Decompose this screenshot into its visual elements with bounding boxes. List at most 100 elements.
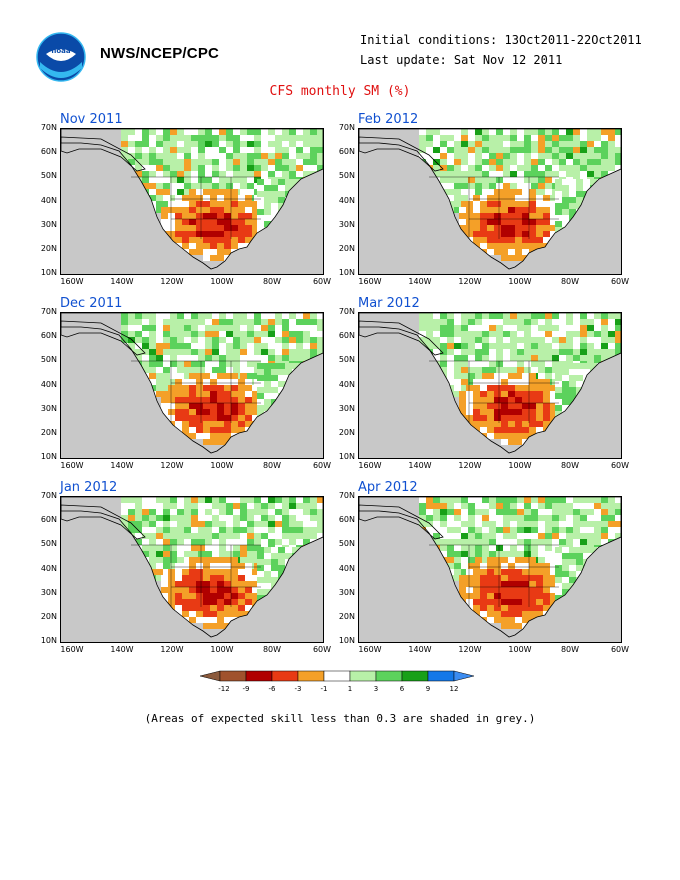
lon-tick-label: 60W bbox=[610, 277, 630, 286]
lon-tick-label: 60W bbox=[610, 645, 630, 654]
soil-moisture-map bbox=[60, 312, 324, 459]
lat-tick-label: 70N bbox=[338, 491, 355, 500]
legend-arrow-right bbox=[453, 670, 475, 682]
panel-title: Mar 2012 bbox=[358, 296, 420, 311]
lon-tick-label: 80W bbox=[560, 461, 580, 470]
legend-arrow-left bbox=[199, 670, 221, 682]
lat-tick-label: 30N bbox=[338, 219, 355, 229]
panel-title: Apr 2012 bbox=[358, 480, 418, 495]
legend-label: -1 bbox=[321, 685, 328, 693]
lat-tick-label: 60N bbox=[40, 515, 57, 525]
panel-title: Nov 2011 bbox=[60, 112, 123, 127]
lat-tick-label: 60N bbox=[338, 147, 355, 157]
lat-tick-label: 20N bbox=[40, 243, 57, 253]
soil-moisture-map bbox=[358, 496, 622, 643]
lon-tick-label: 140W bbox=[110, 461, 134, 470]
legend-swatch bbox=[349, 670, 377, 682]
lat-tick-label: 10N bbox=[338, 268, 355, 277]
lat-tick-label: 60N bbox=[40, 331, 57, 341]
lon-tick-label: 140W bbox=[408, 645, 432, 654]
lat-tick-label: 30N bbox=[40, 587, 57, 597]
lon-tick-label: 100W bbox=[508, 645, 532, 654]
org-name: NWS/NCEP/CPC bbox=[100, 45, 220, 62]
lat-tick-label: 10N bbox=[338, 452, 355, 461]
legend-swatch bbox=[245, 670, 273, 682]
legend-label: -6 bbox=[269, 685, 277, 693]
lon-tick-label: 60W bbox=[312, 461, 332, 470]
lon-tick-label: 160W bbox=[60, 645, 84, 654]
legend-swatch bbox=[271, 670, 299, 682]
lon-tick-label: 100W bbox=[210, 277, 234, 286]
soil-moisture-map bbox=[60, 496, 324, 643]
lat-tick-label: 20N bbox=[338, 243, 355, 253]
page-title: CFS monthly SM (%) bbox=[269, 84, 411, 99]
legend-swatch bbox=[427, 670, 455, 682]
lon-tick-label: 100W bbox=[210, 645, 234, 654]
lon-tick-label: 80W bbox=[560, 645, 580, 654]
soil-moisture-map bbox=[358, 312, 622, 459]
lon-tick-label: 160W bbox=[358, 277, 382, 286]
lat-tick-label: 30N bbox=[40, 219, 57, 229]
soil-moisture-map bbox=[60, 128, 324, 275]
lat-tick-label: 70N bbox=[40, 123, 57, 132]
lat-tick-label: 60N bbox=[40, 147, 57, 157]
lat-tick-label: 40N bbox=[338, 195, 355, 205]
legend-label: -12 bbox=[218, 685, 229, 693]
lat-tick-label: 50N bbox=[338, 171, 355, 181]
lon-tick-label: 140W bbox=[110, 645, 134, 654]
lat-tick-label: 40N bbox=[40, 379, 57, 389]
lon-tick-label: 60W bbox=[312, 277, 332, 286]
lat-tick-label: 50N bbox=[40, 171, 57, 181]
legend-label: 9 bbox=[426, 685, 430, 693]
lon-tick-label: 160W bbox=[60, 277, 84, 286]
last-update: Last update: Sat Nov 12 2011 bbox=[360, 53, 563, 67]
legend-swatch bbox=[323, 670, 351, 682]
lon-tick-label: 120W bbox=[458, 461, 482, 470]
lon-tick-label: 60W bbox=[610, 461, 630, 470]
lon-tick-label: 80W bbox=[262, 277, 282, 286]
skill-note: (Areas of expected skill less than 0.3 a… bbox=[144, 712, 536, 725]
legend-swatch bbox=[375, 670, 403, 682]
panel-title: Dec 2011 bbox=[60, 296, 123, 311]
lon-tick-label: 160W bbox=[358, 645, 382, 654]
lat-tick-label: 20N bbox=[40, 427, 57, 437]
lat-tick-label: 10N bbox=[40, 636, 57, 645]
lon-tick-label: 140W bbox=[408, 277, 432, 286]
lon-tick-label: 80W bbox=[262, 645, 282, 654]
lat-tick-label: 30N bbox=[338, 403, 355, 413]
lat-tick-label: 40N bbox=[40, 563, 57, 573]
legend-label: -9 bbox=[243, 685, 250, 693]
lat-tick-label: 60N bbox=[338, 331, 355, 341]
lat-tick-label: 30N bbox=[40, 403, 57, 413]
lon-tick-label: 80W bbox=[560, 277, 580, 286]
noaa-logo-icon: noaa bbox=[36, 32, 86, 82]
lat-tick-label: 20N bbox=[338, 427, 355, 437]
legend-swatch bbox=[401, 670, 429, 682]
lat-tick-label: 70N bbox=[338, 307, 355, 316]
lon-tick-label: 120W bbox=[458, 277, 482, 286]
lat-tick-label: 30N bbox=[338, 587, 355, 597]
legend-label: 3 bbox=[374, 685, 378, 693]
lat-tick-label: 60N bbox=[338, 515, 355, 525]
lat-tick-label: 50N bbox=[338, 355, 355, 365]
lat-tick-label: 70N bbox=[338, 123, 355, 132]
lon-tick-label: 100W bbox=[210, 461, 234, 470]
lat-tick-label: 70N bbox=[40, 307, 57, 316]
lat-tick-label: 40N bbox=[338, 563, 355, 573]
lon-tick-label: 160W bbox=[60, 461, 84, 470]
lon-tick-label: 60W bbox=[312, 645, 332, 654]
lat-tick-label: 20N bbox=[40, 611, 57, 621]
panel-title: Jan 2012 bbox=[60, 480, 118, 495]
lat-tick-label: 10N bbox=[40, 452, 57, 461]
legend-swatch bbox=[297, 670, 325, 682]
lon-tick-label: 120W bbox=[160, 461, 184, 470]
lat-tick-label: 70N bbox=[40, 491, 57, 500]
lat-tick-label: 10N bbox=[338, 636, 355, 645]
svg-text:noaa: noaa bbox=[51, 47, 71, 55]
lat-tick-label: 50N bbox=[40, 355, 57, 365]
lon-tick-label: 120W bbox=[160, 645, 184, 654]
lon-tick-label: 120W bbox=[458, 645, 482, 654]
legend-swatch bbox=[219, 670, 247, 682]
lat-tick-label: 50N bbox=[338, 539, 355, 549]
legend-label: -3 bbox=[295, 685, 302, 693]
